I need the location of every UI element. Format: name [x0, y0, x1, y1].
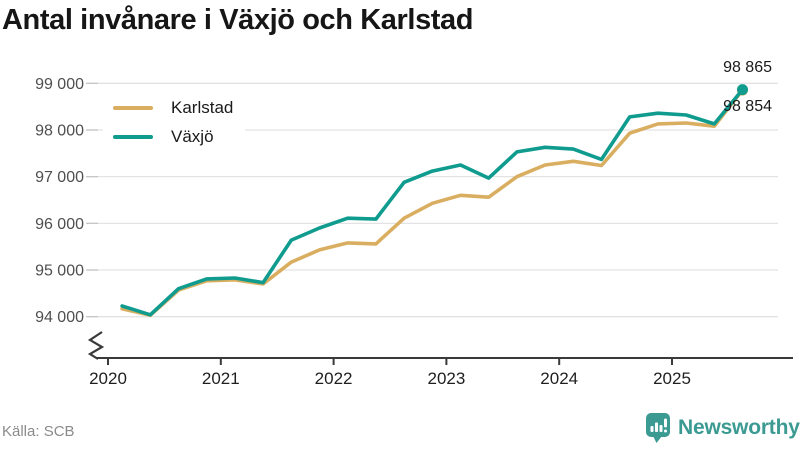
- y-tick-label: 97 000: [35, 169, 84, 186]
- series-line-1: [120, 87, 745, 317]
- newsworthy-brand: Newsworthy: [645, 412, 800, 444]
- series-line-0: [120, 88, 745, 318]
- series-end-dot-1: [737, 84, 748, 96]
- y-tick-label: 94 000: [35, 309, 84, 326]
- legend: Karlstad Växjö: [103, 90, 246, 155]
- y-tick-label: 99 000: [35, 76, 84, 93]
- newsworthy-brand-name: Newsworthy: [678, 416, 800, 439]
- y-tick-label: 96 000: [35, 216, 84, 233]
- vaxjo-end-value-label: 98 865: [723, 59, 772, 76]
- legend-label-vaxjo: Växjö: [171, 126, 214, 146]
- legend-label-karlstad: Karlstad: [171, 97, 234, 117]
- chart-title: Antal invånare i Växjö och Karlstad: [2, 4, 474, 36]
- y-tick-label: 98 000: [35, 122, 84, 139]
- x-tick-label: 2022: [315, 369, 353, 388]
- x-tick-label: 2023: [427, 369, 465, 388]
- x-tick-label: 2021: [202, 369, 240, 388]
- karlstad-end-value-label: 98 854: [723, 98, 772, 115]
- axis-break-icon: [87, 331, 105, 360]
- karlstad-line-swatch: [113, 105, 153, 110]
- newsworthy-chart-bubble-icon: [646, 413, 670, 443]
- source-note: Källa: SCB: [2, 423, 75, 440]
- x-tick-label: 2024: [540, 369, 578, 388]
- y-tick-label: 95 000: [35, 263, 84, 280]
- x-tick-label: 2025: [653, 369, 691, 388]
- legend-item-karlstad: Karlstad: [113, 93, 233, 122]
- legend-item-vaxjo: Växjö: [113, 122, 233, 151]
- vaxjo-line-swatch: [113, 134, 153, 139]
- x-tick-label: 2020: [89, 369, 127, 388]
